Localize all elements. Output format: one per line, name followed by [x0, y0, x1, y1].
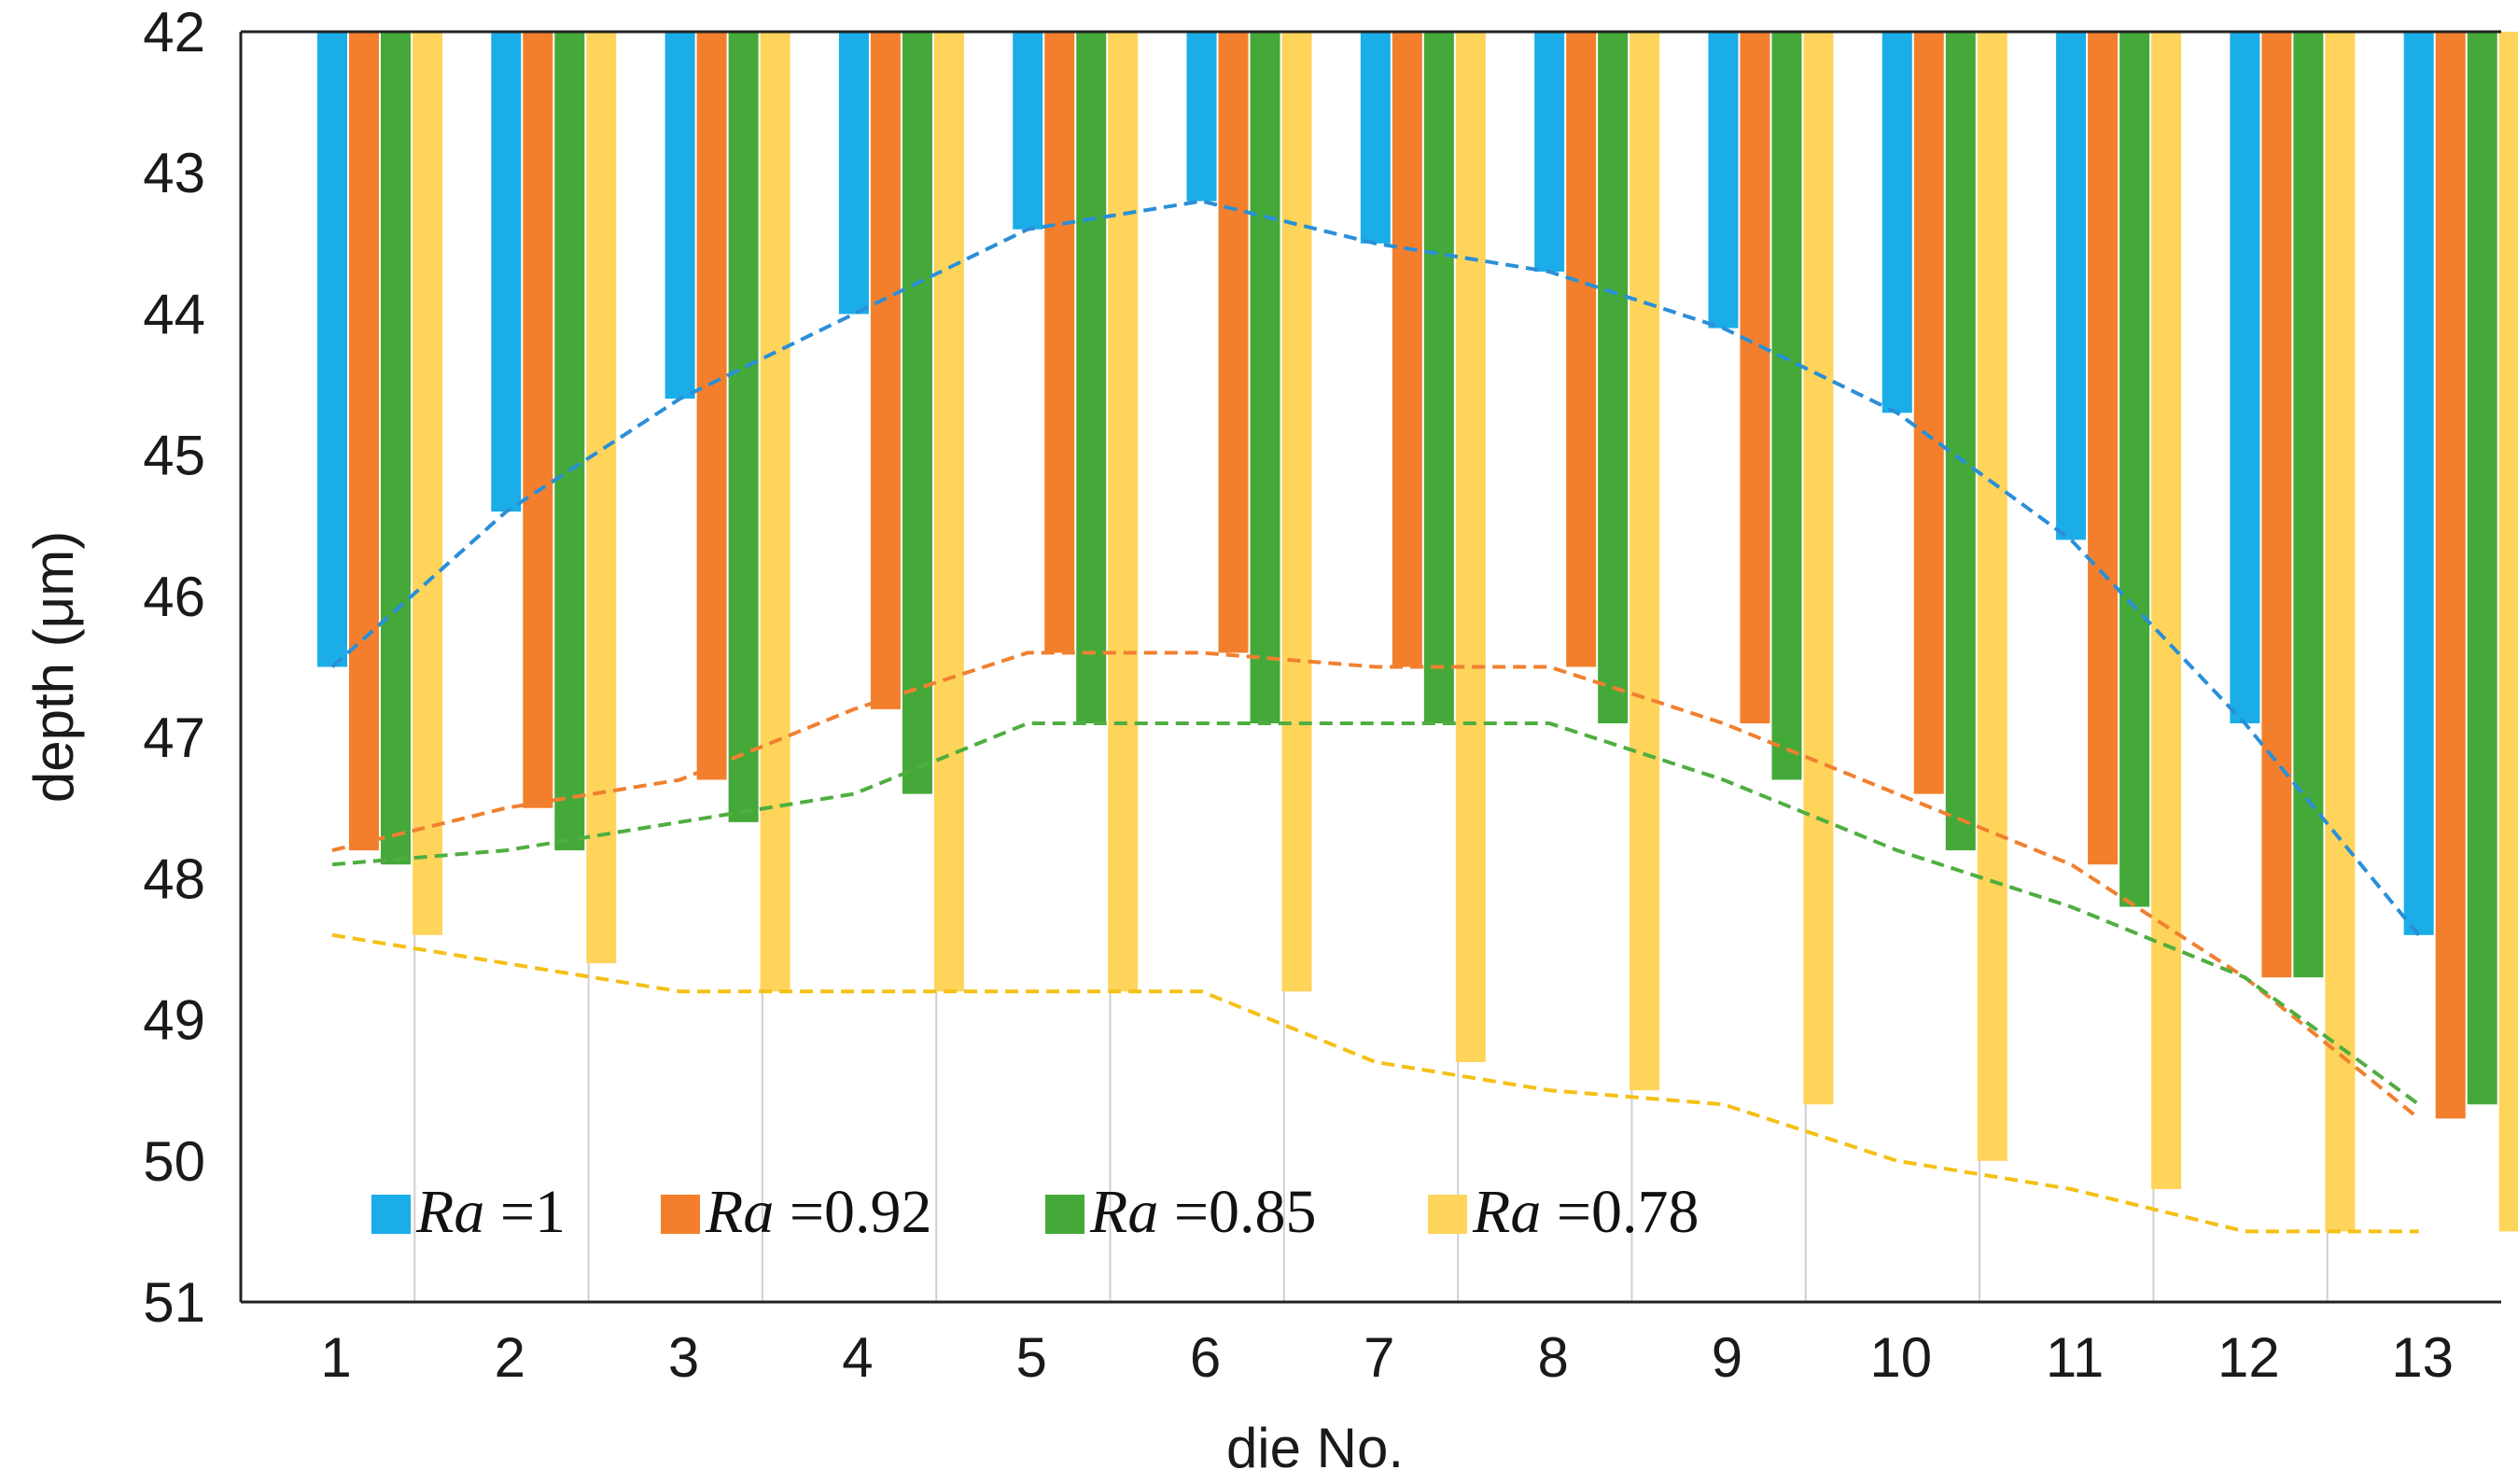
bar-4-2	[586, 32, 617, 964]
trend-lines	[330, 199, 2421, 1234]
x-tick-label: 9	[1712, 1326, 1742, 1389]
legend-swatch-3	[1045, 1195, 1084, 1234]
bar-3-1	[381, 32, 411, 865]
bar-1-9	[1708, 32, 1739, 329]
bar-1-2	[491, 32, 522, 512]
y-tick-label: 47	[143, 707, 205, 769]
legend-swatch-1	[371, 1195, 411, 1234]
trend-line-1	[330, 199, 2421, 937]
bar-3-11	[2119, 32, 2150, 907]
x-axis-title: die No.	[1226, 1417, 1404, 1479]
bar-2-1	[349, 32, 379, 851]
trend-line-4	[331, 932, 2419, 1234]
bar-1-10	[1882, 32, 1912, 413]
y-tick-label: 46	[143, 566, 205, 628]
x-tick-label: 6	[1190, 1326, 1221, 1389]
x-tick-label: 12	[2217, 1326, 2280, 1389]
bar-3-13	[2467, 32, 2497, 1105]
y-tick-labels: 42 43 44 45 46 47 48 49 50 51	[143, 1, 205, 1334]
trend-line-2	[331, 651, 2420, 1120]
bar-2-10	[1913, 32, 1944, 794]
x-tick-labels: 1 2 3 4 5 6 7 8 9 10 11 12 13	[320, 1326, 2454, 1389]
bar-3-7	[1423, 32, 1454, 723]
x-tick-label: 11	[2046, 1326, 2104, 1389]
bar-1-1	[317, 32, 347, 667]
bar-1-8	[1534, 32, 1565, 273]
bar-1-3	[664, 32, 695, 399]
y-tick-label: 45	[143, 425, 205, 487]
bar-4-7	[1455, 32, 1486, 1062]
bar-4-3	[760, 32, 790, 992]
bar-4-13	[2498, 32, 2518, 1232]
bar-3-6	[1250, 32, 1280, 723]
bar-1-4	[838, 32, 869, 315]
bar-3-3	[728, 32, 759, 822]
bar-3-2	[554, 32, 585, 851]
bar-3-12	[2293, 32, 2324, 978]
bar-1-7	[1360, 32, 1391, 244]
bar-4-8	[1630, 32, 1660, 1091]
bar-2-3	[696, 32, 727, 780]
bar-2-13	[2435, 32, 2466, 1119]
legend: Ra =1 Ra =0.92 Ra =0.85 Ra =0.78	[371, 1178, 1700, 1246]
bar-2-4	[870, 32, 901, 709]
x-tick-label: 3	[668, 1326, 699, 1389]
bar-1-5	[1013, 32, 1043, 230]
bar-1-11	[2056, 32, 2087, 540]
bar-1-13	[2403, 32, 2434, 935]
bar-4-9	[1803, 32, 1834, 1105]
bar-2-5	[1044, 32, 1075, 653]
x-tick-label: 13	[2391, 1326, 2454, 1389]
bar-4-10	[1977, 32, 2007, 1161]
bar-2-11	[2088, 32, 2119, 865]
bar-4-5	[1108, 32, 1139, 992]
axes	[239, 30, 2501, 1304]
x-tick-label: 5	[1016, 1326, 1047, 1389]
bar-2-9	[1740, 32, 1770, 723]
legend-swatch-4	[1428, 1195, 1467, 1234]
y-tick-label: 51	[143, 1271, 205, 1334]
bar-1-12	[2230, 32, 2260, 723]
legend-label-2: Ra =0.92	[705, 1178, 932, 1246]
x-tick-label: 2	[495, 1326, 525, 1389]
trend-line-3	[331, 721, 2420, 1106]
x-tick-label: 4	[842, 1326, 873, 1389]
y-tick-label: 49	[143, 989, 205, 1052]
x-tick-label: 7	[1364, 1326, 1394, 1389]
bar-2-12	[2261, 32, 2292, 978]
bar-2-6	[1218, 32, 1249, 653]
bar-2-2	[523, 32, 553, 808]
bar-3-8	[1598, 32, 1629, 723]
legend-label-4: Ra =0.78	[1472, 1178, 1700, 1246]
bars	[317, 32, 2518, 1232]
legend-label-1: Ra =1	[415, 1178, 566, 1246]
y-axis-title: depth (μm)	[22, 531, 85, 803]
x-tick-label: 10	[1869, 1326, 1932, 1389]
x-tick-label: 1	[320, 1326, 351, 1389]
bar-2-8	[1566, 32, 1597, 667]
y-tick-label: 44	[143, 283, 205, 345]
bar-3-9	[1771, 32, 1802, 780]
bar-4-6	[1281, 32, 1312, 992]
x-tick-label: 8	[1537, 1326, 1568, 1389]
y-tick-label: 48	[143, 847, 205, 910]
bar-4-11	[2151, 32, 2182, 1190]
y-tick-label: 50	[143, 1130, 205, 1193]
bar-3-10	[1945, 32, 1976, 851]
bar-1-6	[1186, 32, 1217, 202]
bar-3-5	[1076, 32, 1107, 723]
y-tick-label: 42	[143, 1, 205, 63]
bar-4-1	[413, 32, 442, 935]
y-tick-label: 43	[143, 142, 205, 204]
bar-4-4	[933, 32, 964, 992]
bar-2-7	[1392, 32, 1422, 667]
legend-label-3: Ra =0.85	[1089, 1178, 1317, 1246]
legend-swatch-2	[661, 1195, 700, 1234]
bar-3-4	[902, 32, 932, 794]
bar-4-12	[2325, 32, 2356, 1232]
